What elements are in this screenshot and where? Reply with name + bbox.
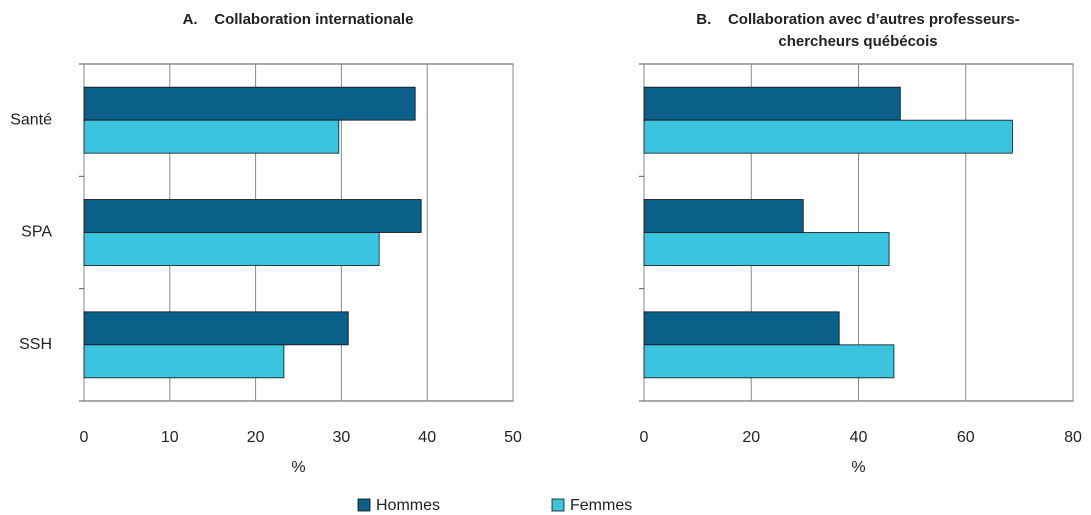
legend-label: Hommes: [376, 497, 440, 514]
chart-title: A. Collaboration internationale: [182, 11, 414, 28]
bar: [83, 311, 349, 346]
bar: [83, 86, 416, 121]
bar: [83, 232, 380, 266]
x-tick-label: 10: [161, 429, 179, 446]
x-axis-label: %: [291, 459, 305, 476]
x-tick-label: 60: [957, 429, 975, 446]
x-tick-label: 20: [247, 429, 265, 446]
bar: [643, 344, 895, 379]
y-tick-label: SPA: [21, 224, 52, 241]
x-tick-label: 0: [80, 429, 89, 446]
x-tick-label: 80: [1064, 429, 1082, 446]
x-tick-label: 40: [850, 429, 868, 446]
x-axis-label: %: [851, 459, 865, 476]
bar: [83, 199, 422, 233]
bar: [83, 344, 285, 379]
x-tick-label: 0: [640, 429, 649, 446]
x-tick-label: 30: [333, 429, 351, 446]
legend-swatch: [551, 498, 565, 512]
x-tick-label: 20: [742, 429, 760, 446]
bar: [643, 199, 804, 233]
bar: [643, 232, 890, 266]
bar: [643, 119, 1013, 154]
legend-swatch: [357, 498, 371, 512]
y-tick-label: Santé: [10, 111, 52, 128]
legend-label: Femmes: [570, 497, 632, 514]
bar: [83, 119, 340, 154]
chart-title: B. Collaboration avec d’autres professeu…: [696, 11, 1020, 50]
y-tick-label: SSH: [19, 336, 52, 353]
bar: [643, 311, 840, 346]
x-tick-label: 50: [504, 429, 522, 446]
x-tick-label: 40: [418, 429, 436, 446]
bar: [643, 86, 901, 121]
